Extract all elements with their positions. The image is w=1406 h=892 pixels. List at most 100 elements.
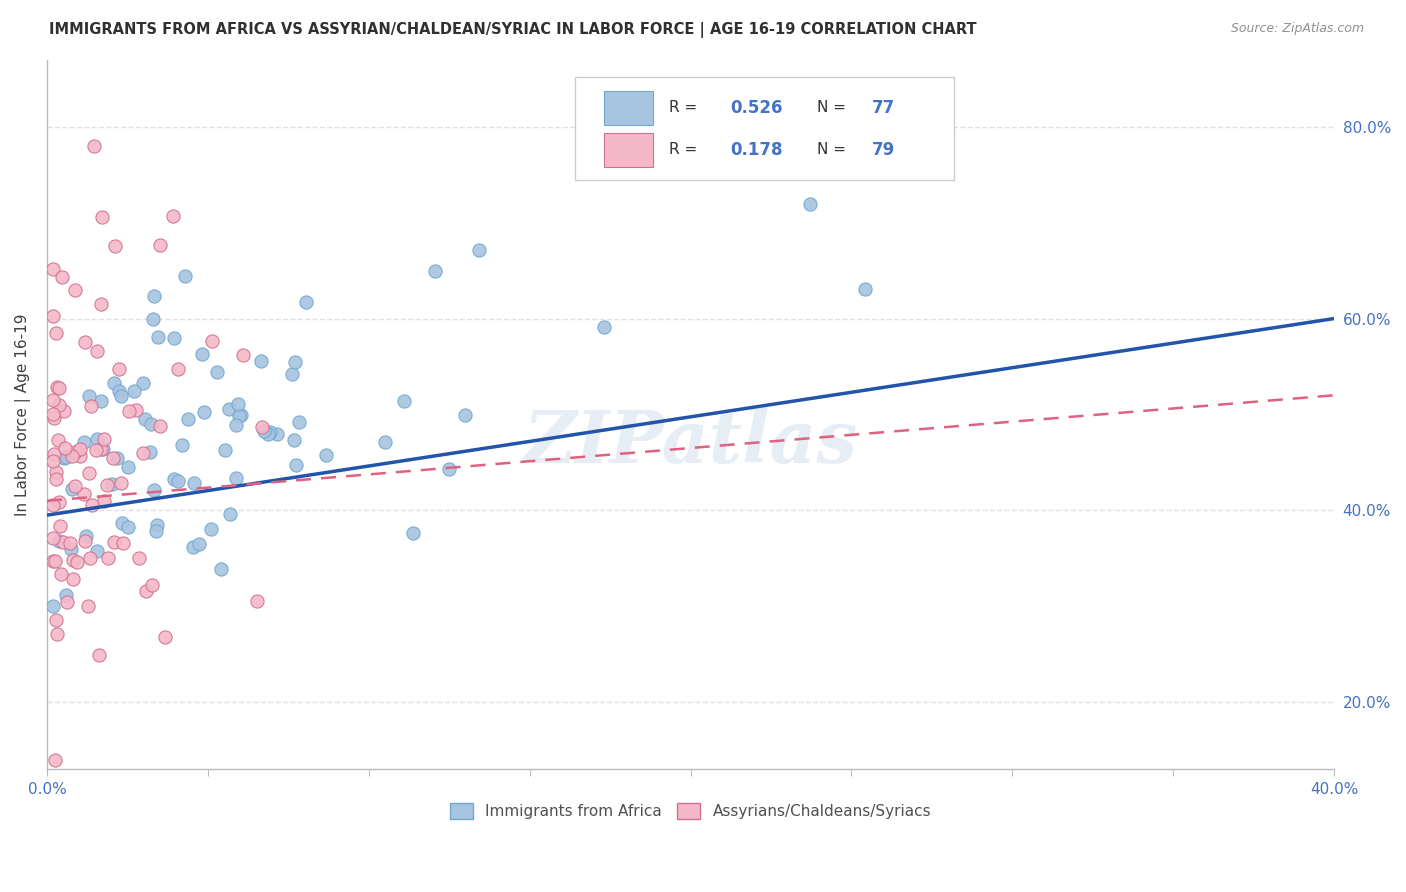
Point xyxy=(55,595,77,609)
Text: R =: R = xyxy=(669,100,702,115)
Point xyxy=(59,541,82,556)
Point xyxy=(63,283,86,297)
Point xyxy=(91,210,114,224)
Point xyxy=(52,403,75,417)
Point xyxy=(163,331,186,345)
Point xyxy=(108,384,131,399)
Point xyxy=(93,494,115,508)
Point xyxy=(60,482,83,496)
Point xyxy=(122,384,145,399)
Bar xyxy=(605,91,654,125)
Text: 0.526: 0.526 xyxy=(731,99,783,117)
Point xyxy=(249,354,271,368)
Point xyxy=(111,516,134,530)
Point xyxy=(454,409,477,423)
Point xyxy=(128,551,150,566)
Point xyxy=(218,401,240,416)
Point xyxy=(226,397,249,411)
Point xyxy=(201,334,224,348)
Point xyxy=(132,446,155,460)
Point xyxy=(48,533,70,548)
FancyBboxPatch shape xyxy=(575,78,955,180)
Point xyxy=(190,347,212,361)
Legend: Immigrants from Africa, Assyrians/Chaldeans/Syriacs: Immigrants from Africa, Assyrians/Chalde… xyxy=(444,797,938,825)
Point xyxy=(283,433,305,447)
Point xyxy=(62,449,84,463)
Point xyxy=(183,476,205,491)
Point xyxy=(42,454,65,468)
Point xyxy=(66,555,89,569)
Text: Source: ZipAtlas.com: Source: ZipAtlas.com xyxy=(1230,22,1364,36)
Point xyxy=(193,404,215,418)
Point xyxy=(86,433,108,447)
Point xyxy=(73,335,96,350)
Point xyxy=(69,442,91,456)
Point xyxy=(45,472,67,486)
Point xyxy=(90,442,112,456)
Point xyxy=(256,427,278,442)
Point xyxy=(63,479,86,493)
Point xyxy=(62,572,84,586)
Point xyxy=(170,438,193,452)
Point xyxy=(401,526,423,541)
Point xyxy=(173,269,195,284)
Point xyxy=(63,444,86,458)
Point xyxy=(143,483,166,498)
Point xyxy=(183,540,205,554)
Point xyxy=(52,535,75,549)
Text: IMMIGRANTS FROM AFRICA VS ASSYRIAN/CHALDEAN/SYRIAC IN LABOR FORCE | AGE 16-19 CO: IMMIGRANTS FROM AFRICA VS ASSYRIAN/CHALD… xyxy=(49,22,977,38)
Point xyxy=(42,392,65,407)
Point xyxy=(75,529,97,543)
Point xyxy=(245,594,267,608)
Point xyxy=(250,420,273,434)
Point xyxy=(44,447,66,461)
Point xyxy=(93,432,115,446)
Point xyxy=(90,394,112,409)
Point xyxy=(42,531,65,545)
Point xyxy=(288,415,311,429)
Point xyxy=(45,326,67,340)
Point xyxy=(799,197,821,211)
Point xyxy=(83,139,105,153)
Point xyxy=(101,477,124,491)
Point xyxy=(110,475,132,490)
Point xyxy=(177,412,200,426)
Point xyxy=(139,445,162,459)
Point xyxy=(135,584,157,599)
Point xyxy=(73,533,96,548)
Point xyxy=(45,613,67,627)
Point xyxy=(145,517,167,532)
Text: R =: R = xyxy=(669,143,702,157)
Text: 79: 79 xyxy=(872,141,896,159)
Point xyxy=(45,627,67,641)
Text: N =: N = xyxy=(817,143,851,157)
Point xyxy=(46,433,69,447)
Text: ZIPatlas: ZIPatlas xyxy=(523,408,858,478)
Point xyxy=(77,389,100,403)
Point xyxy=(145,524,167,538)
Point xyxy=(49,567,72,582)
Point xyxy=(46,380,69,394)
Point xyxy=(45,465,67,479)
Point xyxy=(225,417,247,432)
Point xyxy=(232,347,254,361)
Point xyxy=(228,409,250,423)
Point xyxy=(84,442,107,457)
Point xyxy=(214,442,236,457)
Point xyxy=(103,534,125,549)
Point xyxy=(55,588,77,602)
Point xyxy=(149,237,172,252)
Point xyxy=(79,551,101,566)
Point xyxy=(284,458,307,472)
Point xyxy=(96,477,118,491)
Point xyxy=(117,520,139,534)
Text: 77: 77 xyxy=(872,99,896,117)
Point xyxy=(73,434,96,449)
Point xyxy=(42,262,65,277)
Point xyxy=(91,442,114,457)
Point xyxy=(205,365,228,379)
Point xyxy=(44,753,66,767)
Point xyxy=(77,599,100,613)
Point xyxy=(153,630,176,644)
Point xyxy=(42,408,65,422)
